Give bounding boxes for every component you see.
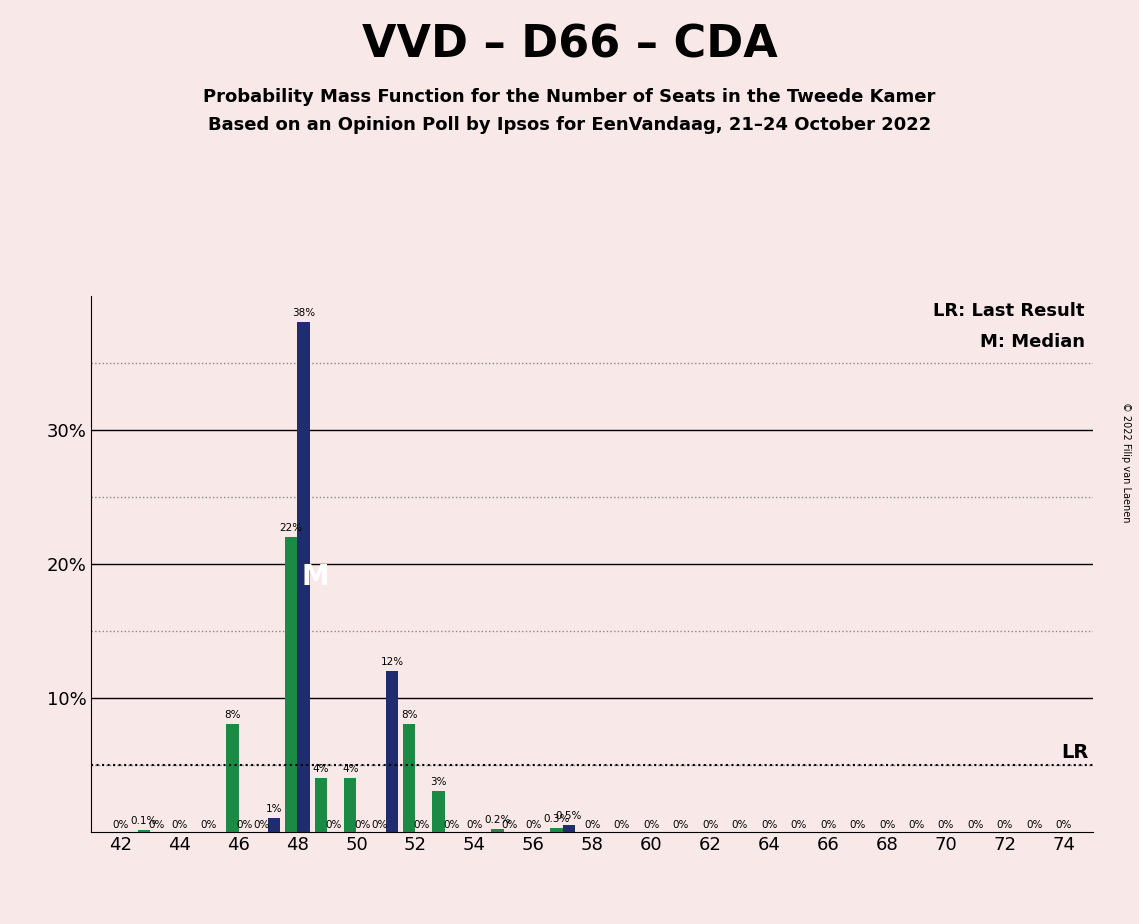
Text: 4%: 4% (312, 764, 329, 774)
Text: 0%: 0% (325, 820, 342, 830)
Text: 1%: 1% (265, 804, 282, 814)
Bar (563, 825, 575, 832)
Bar (268, 819, 280, 832)
Bar (386, 671, 399, 832)
Text: 8%: 8% (401, 711, 418, 721)
Text: 0%: 0% (171, 820, 188, 830)
Text: 0.3%: 0.3% (543, 813, 570, 823)
Text: 0%: 0% (997, 820, 1014, 830)
Text: 22%: 22% (280, 523, 303, 533)
Text: 0%: 0% (443, 820, 459, 830)
Bar (314, 778, 327, 832)
Text: 0.5%: 0.5% (556, 811, 582, 821)
Text: 0%: 0% (148, 820, 164, 830)
Text: 0%: 0% (1056, 820, 1072, 830)
Bar (344, 778, 357, 832)
Text: 0%: 0% (502, 820, 518, 830)
Text: M: Median: M: Median (980, 334, 1084, 351)
Text: LR: Last Result: LR: Last Result (933, 302, 1084, 321)
Text: © 2022 Filip van Laenen: © 2022 Filip van Laenen (1121, 402, 1131, 522)
Bar (285, 537, 297, 832)
Text: 0%: 0% (967, 820, 984, 830)
Bar (403, 724, 416, 832)
Text: 0%: 0% (761, 820, 777, 830)
Text: 0.1%: 0.1% (131, 816, 157, 826)
Bar (491, 829, 503, 832)
Bar (550, 828, 563, 832)
Text: 0%: 0% (413, 820, 429, 830)
Bar (297, 322, 310, 832)
Text: 0%: 0% (790, 820, 806, 830)
Text: 0%: 0% (702, 820, 719, 830)
Text: 0%: 0% (525, 820, 541, 830)
Text: 4%: 4% (342, 764, 359, 774)
Text: 38%: 38% (292, 309, 316, 319)
Text: Probability Mass Function for the Number of Seats in the Tweede Kamer: Probability Mass Function for the Number… (204, 88, 935, 105)
Bar (138, 831, 150, 832)
Text: 0%: 0% (909, 820, 925, 830)
Text: 12%: 12% (380, 657, 403, 667)
Text: 0%: 0% (237, 820, 253, 830)
Text: M: M (302, 563, 329, 591)
Text: 0%: 0% (466, 820, 483, 830)
Text: 0%: 0% (254, 820, 270, 830)
Text: 0%: 0% (354, 820, 371, 830)
Text: 0%: 0% (820, 820, 836, 830)
Text: 0%: 0% (614, 820, 630, 830)
Text: LR: LR (1062, 743, 1089, 762)
Text: 0%: 0% (731, 820, 748, 830)
Text: 0%: 0% (644, 820, 659, 830)
Text: 0%: 0% (879, 820, 895, 830)
Bar (227, 724, 238, 832)
Bar (433, 791, 445, 832)
Text: 0%: 0% (1026, 820, 1042, 830)
Text: 0.2%: 0.2% (484, 815, 510, 825)
Text: 0%: 0% (937, 820, 954, 830)
Text: Based on an Opinion Poll by Ipsos for EenVandaag, 21–24 October 2022: Based on an Opinion Poll by Ipsos for Ee… (208, 116, 931, 133)
Text: 8%: 8% (224, 711, 240, 721)
Text: 3%: 3% (431, 777, 446, 787)
Text: 0%: 0% (371, 820, 388, 830)
Text: 0%: 0% (113, 820, 129, 830)
Text: 0%: 0% (200, 820, 218, 830)
Text: VVD – D66 – CDA: VVD – D66 – CDA (361, 23, 778, 67)
Text: 0%: 0% (850, 820, 866, 830)
Text: 0%: 0% (672, 820, 689, 830)
Text: 0%: 0% (584, 820, 600, 830)
